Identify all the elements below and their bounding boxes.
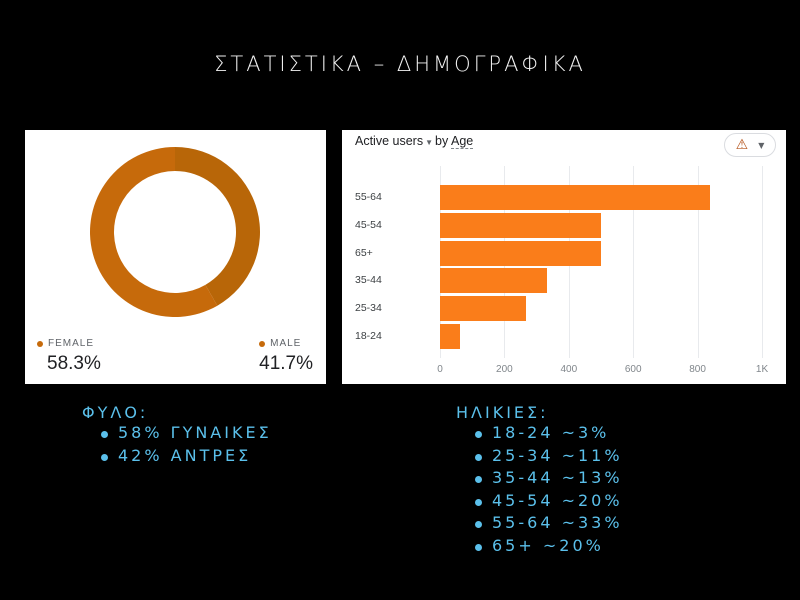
donut-slice-male[interactable] [175, 147, 260, 306]
caret-down-icon[interactable]: ▼ [425, 138, 434, 147]
gender-note-item: 42% ΑΝΤΡΕΣ [101, 445, 272, 468]
y-category-label: 35-44 [355, 274, 382, 287]
age-note-item: 25-34 ~11% [475, 445, 623, 468]
age-chart-card: Active users ▼ by Age ⚠ ▼ 0 200 400 600 800 1K 5… [342, 130, 786, 384]
x-tick-label: 0 [437, 364, 443, 375]
dimension-selector[interactable]: Age [451, 134, 474, 149]
donut-slice-female[interactable] [90, 147, 218, 317]
age-note-item: 65+ ~20% [475, 535, 623, 558]
warning-triangle-icon: ⚠ [735, 137, 749, 153]
gender-chart-card: FEMALE 58.3% MALE 41.7% [25, 130, 326, 384]
male-dot-icon [259, 340, 266, 347]
legend-value: 58.3% [47, 353, 101, 374]
bar-35-44[interactable] [440, 268, 548, 294]
bar-45-54[interactable] [440, 212, 601, 238]
warning-menu-button[interactable]: ⚠ ▼ [724, 133, 776, 157]
x-tick-label: 400 [560, 364, 578, 375]
gender-notes: ΦΥΛΟ: 58% ΓΥΝΑΙΚΕΣ 42% ΑΝΤΡΕΣ [82, 403, 272, 467]
bar-55-64[interactable] [440, 185, 711, 210]
gender-notes-header: ΦΥΛΟ: [82, 403, 149, 422]
age-note-item: 18-24 ~3% [475, 422, 623, 445]
chart-header: Active users ▼ by Age [355, 134, 474, 149]
y-category-label: 25-34 [355, 302, 382, 315]
gridline [633, 166, 635, 358]
slide-title: ΣΤΑΤΙΣΤΙΚΑ – ΔΗΜΟΓΡΑΦΙΚΑ [214, 52, 586, 76]
y-category-label: 45-54 [355, 218, 382, 231]
bar-25-34[interactable] [440, 296, 527, 322]
y-category-label: 65+ [355, 246, 373, 259]
by-label: by [435, 134, 449, 148]
bar-18-24[interactable] [440, 324, 460, 349]
bar-65+[interactable] [440, 240, 601, 266]
legend-male: MALE 41.7% [259, 338, 313, 375]
age-note-item: 45-54 ~20% [475, 490, 623, 513]
x-tick-label: 800 [689, 364, 706, 375]
legend-value: 41.7% [259, 353, 313, 374]
x-tick-label: 200 [496, 364, 513, 375]
gridline [697, 166, 699, 358]
female-dot-icon [37, 340, 43, 347]
dropdown-arrow-icon: ▼ [758, 140, 765, 150]
age-notes: ΗΛΙΚΙΕΣ: 18-24 ~3% 25-34 ~11% 35-44 ~13%… [456, 403, 623, 557]
legend-label: MALE [270, 338, 302, 349]
legend-female: FEMALE 58.3% [37, 338, 101, 375]
metric-selector[interactable]: Active users [355, 134, 424, 148]
age-note-item: 55-64 ~33% [475, 512, 623, 535]
gender-donut-chart [90, 147, 260, 317]
age-notes-header: ΗΛΙΚΙΕΣ: [456, 403, 549, 422]
x-tick-label: 600 [624, 364, 642, 375]
age-note-item: 35-44 ~13% [475, 467, 623, 490]
y-category-label: 18-24 [355, 330, 382, 342]
x-tick-label: 1K [755, 364, 769, 375]
gender-note-item: 58% ΓΥΝΑΙΚΕΣ [101, 422, 272, 445]
legend-label: FEMALE [48, 338, 95, 349]
y-category-label: 55-64 [355, 191, 382, 203]
gridline [762, 166, 763, 358]
age-bar-plot [440, 166, 763, 358]
